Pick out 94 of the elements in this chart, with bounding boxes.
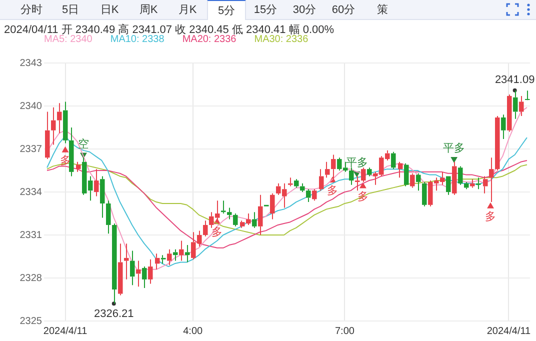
text: MA30: 2336 [254,34,308,45]
candlestick [507,94,512,132]
text: 月K [177,2,198,18]
x-tick-label: 4:00 [183,326,204,337]
text: MA20: 2336 [182,34,236,45]
candlestick [63,101,68,144]
candlestick [100,176,105,218]
candlestick [124,243,129,280]
candlestick [476,177,481,190]
data-label: 2326.21 [94,308,134,320]
candlestick [349,167,354,186]
data-label: 多 [327,185,338,198]
point [487,202,494,208]
candlestick [252,212,257,228]
candlestick [142,266,147,289]
candlestick [525,90,530,100]
x-tick-label: 2024/4/11 [43,326,88,337]
text: 5日 [60,2,80,18]
data-label: 空 [78,137,89,150]
text: 60分 [330,2,356,18]
point [450,157,458,163]
candlestick [76,161,81,172]
candlestick [221,200,226,214]
text: 5分 [207,0,246,20]
text: 日K [99,2,120,18]
candlestick [501,114,506,140]
text: 周K [138,2,159,18]
text: 策 [376,2,389,18]
candlestick [94,168,99,197]
x-tick-label: 7:00 [334,326,355,337]
candlestick [185,244,190,263]
candlestick [161,254,166,264]
candlestick [258,194,263,236]
y-tick-label: 2334 [20,186,42,198]
y-tick-label: 2337 [20,144,42,155]
candlestick [106,200,111,234]
text: MA5: 2340 [44,34,92,45]
candlestick [300,182,305,192]
candlestick [519,95,524,117]
candlestick [367,167,372,177]
candlestick [416,172,421,192]
candlestick [179,240,184,262]
candlestick [404,162,409,187]
candlestick [446,176,451,196]
candlestick [155,253,160,270]
candlestick [306,188,311,203]
chart-subtitle: 2024/04/11 开 2340.49 高 2341.07 收 2340.45 低 2340.41 幅 0.00% [4,22,334,36]
x-tick-label: 2024/4/11 [486,326,532,337]
text: 30分 [292,2,318,18]
candlestick [483,176,488,194]
data-label: 平多 [443,142,466,155]
data-label: 多 [485,210,496,223]
y-tick-label: 2325 [20,316,42,327]
candlestick [118,243,123,296]
candlestick [288,177,293,187]
candlestick [45,111,50,160]
candlestick [422,181,427,207]
point [360,182,366,188]
candlestick [173,248,178,262]
text: 分时 [20,2,44,18]
candlestick [227,207,232,220]
candlestick [69,127,74,177]
candlestick [410,172,415,188]
candlestick [319,168,324,192]
data-label: 2341.09 [494,74,535,86]
candlestick [513,90,518,120]
text: MA10: 2338 [110,34,164,45]
y-tick-label: 2331 [20,230,42,241]
candlestick [136,260,141,288]
candlestick [464,181,469,190]
candlestick [203,220,208,237]
candlestick [57,102,62,134]
point [62,146,68,152]
candlestick [294,178,299,188]
candlestick [233,213,238,227]
data-label: 平多 [346,156,368,169]
candlestick [458,166,463,186]
data-label: 多 [212,226,223,239]
candlestick [148,258,153,284]
candlestick [398,161,403,178]
candlestick [270,192,275,220]
candlestick [495,116,500,171]
y-tick-label: 2340 [20,100,42,112]
y-tick-label: 2328 [20,272,42,284]
candlestick [112,223,117,304]
candlestick [130,250,135,286]
candlestick [325,161,330,178]
candlestick [391,151,396,170]
candlestick [167,248,172,266]
candlestick [312,188,317,202]
candlestick [51,106,56,146]
y-tick-label: 2343 [20,58,42,69]
candlestick [470,178,475,188]
text: 15分 [252,2,278,18]
